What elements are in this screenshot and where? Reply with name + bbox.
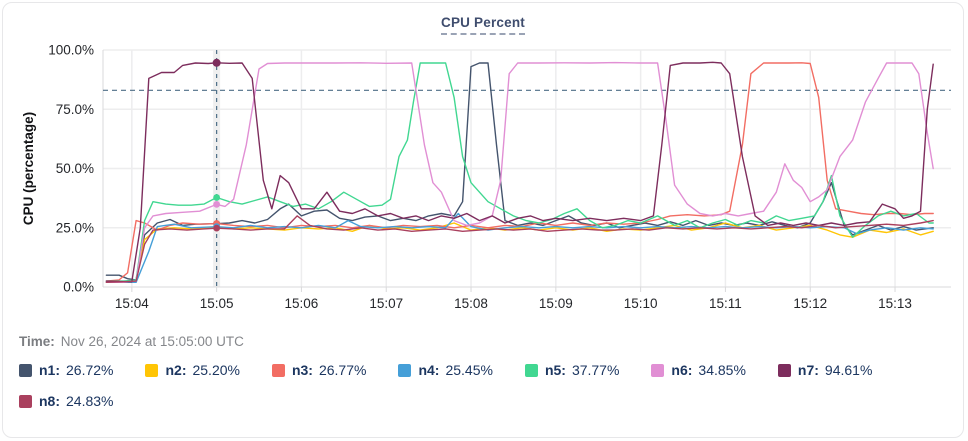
legend-value-n5: 37.77% bbox=[571, 362, 620, 378]
legend-swatch-n8 bbox=[19, 394, 32, 408]
legend-swatch-n2 bbox=[145, 363, 159, 377]
legend-row-2: n8: 24.83% bbox=[19, 393, 947, 409]
legend-row-1: n1: 26.72% n2: 25.20% n3: 26.77% n4: 25.45% n5: 3… bbox=[19, 362, 947, 378]
legend-item-n5[interactable]: n5: 37.77% bbox=[524, 362, 620, 378]
series-line-n7 bbox=[105, 61, 934, 283]
cursor-dot-n8 bbox=[213, 224, 221, 232]
cursor-dot-n6 bbox=[213, 201, 221, 208]
y-tick-label: 75.0% bbox=[56, 102, 94, 117]
x-tick-label: 15:07 bbox=[369, 296, 403, 311]
legend-item-n6[interactable]: n6: 34.85% bbox=[651, 362, 746, 378]
legend-name-n1: n1: bbox=[39, 362, 60, 378]
legend-name-n8: n8: bbox=[39, 393, 60, 409]
cursor-dot-n5 bbox=[213, 194, 221, 201]
x-tick-label: 15:04 bbox=[115, 296, 149, 311]
series-line-n3 bbox=[105, 62, 934, 282]
legend-item-n7[interactable]: n7: 94.61% bbox=[777, 362, 873, 378]
legend-name-n2: n2: bbox=[165, 362, 187, 378]
legend-item-n4[interactable]: n4: 25.45% bbox=[398, 362, 493, 378]
legend-name-n7: n7: bbox=[797, 362, 819, 378]
series-line-n5 bbox=[105, 62, 934, 282]
series-line-n8 bbox=[105, 215, 934, 284]
y-tick-label: 100.0% bbox=[48, 43, 94, 58]
legend-name-n3: n3: bbox=[291, 362, 313, 378]
time-label: Time: bbox=[19, 334, 55, 349]
x-tick-label: 15:06 bbox=[285, 296, 319, 311]
x-tick-label: 15:13 bbox=[878, 296, 912, 311]
legend-swatch-n6 bbox=[651, 363, 665, 377]
legend-name-n6: n6: bbox=[671, 362, 693, 378]
y-tick-label: 25.0% bbox=[56, 220, 94, 235]
chart-header: CPU Percent bbox=[3, 14, 963, 38]
legend-swatch-n7 bbox=[777, 363, 791, 377]
chart-legend: n1: 26.72% n2: 25.20% n3: 26.77% n4: 25.45% n5: 3… bbox=[19, 362, 947, 409]
legend-value-n7: 94.61% bbox=[824, 362, 873, 378]
legend-value-n8: 24.83% bbox=[66, 393, 114, 409]
series-line-n2 bbox=[105, 222, 934, 284]
legend-value-n1: 26.72% bbox=[66, 362, 114, 378]
cpu-percent-line-chart[interactable]: 15:04 15:05 15:06 15:07 15:08 15:09 15:10 15:11… bbox=[3, 38, 968, 320]
cursor-hover-band bbox=[213, 50, 221, 287]
legend-value-n3: 26.77% bbox=[318, 362, 367, 378]
cursor-dot-n7 bbox=[212, 58, 221, 67]
x-tick-label: 15:05 bbox=[200, 296, 234, 311]
legend-item-n1[interactable]: n1: 26.72% bbox=[19, 362, 113, 378]
series-line-n1 bbox=[105, 62, 934, 281]
time-row: Time: Nov 26, 2024 at 15:05:00 UTC bbox=[19, 334, 963, 349]
x-tick-label: 15:11 bbox=[709, 296, 742, 311]
legend-swatch-n4 bbox=[398, 363, 412, 377]
time-value: Nov 26, 2024 at 15:05:00 UTC bbox=[60, 334, 244, 349]
legend-swatch-n5 bbox=[524, 363, 538, 377]
legend-value-n4: 25.45% bbox=[445, 362, 493, 378]
legend-item-n2[interactable]: n2: 25.20% bbox=[145, 362, 240, 378]
legend-value-n6: 34.85% bbox=[698, 362, 746, 378]
y-tick-label: 0.0% bbox=[63, 280, 94, 295]
legend-swatch-n1 bbox=[19, 363, 32, 377]
x-tick-label: 15:08 bbox=[454, 296, 488, 311]
y-tick-label: 50.0% bbox=[56, 161, 94, 176]
y-axis-title: CPU (percentage) bbox=[21, 112, 36, 225]
legend-item-n8[interactable]: n8: 24.83% bbox=[19, 393, 113, 409]
legend-item-n3[interactable]: n3: 26.77% bbox=[271, 362, 367, 378]
chart-title[interactable]: CPU Percent bbox=[441, 15, 525, 35]
legend-name-n5: n5: bbox=[544, 362, 566, 378]
x-tick-label: 15:10 bbox=[624, 296, 658, 311]
legend-name-n4: n4: bbox=[418, 362, 440, 378]
series-line-n6 bbox=[105, 61, 934, 284]
legend-value-n2: 25.20% bbox=[192, 362, 240, 378]
legend-swatch-n3 bbox=[271, 363, 285, 377]
x-tick-label: 15:09 bbox=[539, 296, 573, 311]
x-tick-label: 15:12 bbox=[793, 296, 827, 311]
